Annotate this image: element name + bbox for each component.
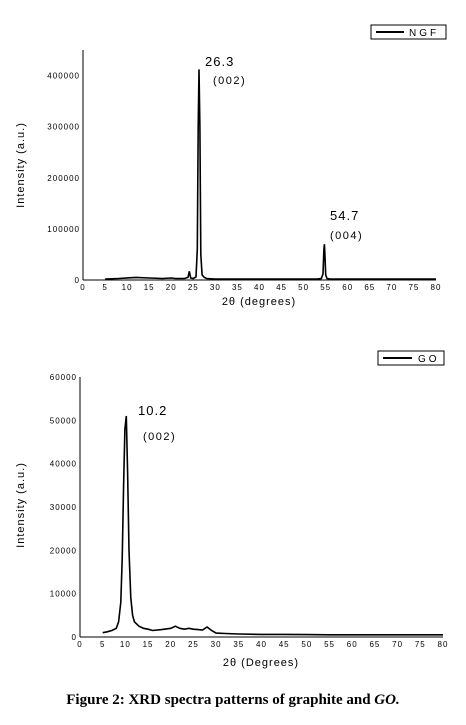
x-axis-label: 2θ (degrees) bbox=[222, 296, 296, 308]
y-tick-label: 100000 bbox=[47, 225, 80, 234]
x-tick-label: 70 bbox=[386, 283, 397, 292]
x-tick-label: 80 bbox=[431, 283, 442, 292]
legend: GO bbox=[377, 350, 445, 366]
x-tick-label: 35 bbox=[233, 640, 244, 649]
x-tick-label: 0 bbox=[80, 283, 85, 292]
caption-main: Figure 2: XRD spectra patterns of graphi… bbox=[66, 692, 375, 708]
y-tick-label: 200000 bbox=[47, 174, 80, 183]
x-axis-label: 2θ (Degrees) bbox=[223, 657, 299, 669]
x-tick-label: 30 bbox=[210, 283, 221, 292]
x-tick-label: 45 bbox=[279, 640, 290, 649]
y-tick-label: 0 bbox=[72, 633, 77, 642]
legend-label: GO bbox=[418, 354, 440, 365]
x-tick-label: 40 bbox=[254, 283, 265, 292]
go-series-line bbox=[102, 415, 443, 636]
y-axis-label: Intensity (a.u.) bbox=[15, 462, 27, 548]
y-tick-label: 400000 bbox=[47, 72, 80, 81]
x-tick-label: 60 bbox=[347, 640, 358, 649]
x-tick-label: 45 bbox=[276, 283, 287, 292]
peak-label-26-3: 26.3 bbox=[205, 54, 234, 69]
x-tick-label: 20 bbox=[166, 283, 177, 292]
x-tick-label: 5 bbox=[100, 640, 105, 649]
x-tick-label: 50 bbox=[298, 283, 309, 292]
x-tick-label: 20 bbox=[165, 640, 176, 649]
caption-italic: GO. bbox=[374, 692, 400, 708]
x-tick-label: 80 bbox=[438, 640, 449, 649]
y-tick-label: 10000 bbox=[50, 590, 77, 599]
x-tick-label: 15 bbox=[144, 283, 155, 292]
x-tick-label: 40 bbox=[256, 640, 267, 649]
ngf-series-line bbox=[105, 69, 436, 280]
x-tick-label: 25 bbox=[188, 640, 199, 649]
x-tick-label: 65 bbox=[364, 283, 375, 292]
x-tick-label: 70 bbox=[392, 640, 403, 649]
x-tick-label: 55 bbox=[324, 640, 335, 649]
x-tick-label: 25 bbox=[188, 283, 199, 292]
x-tick-label: 50 bbox=[301, 640, 312, 649]
peak-label-54-7: 54.7 bbox=[330, 208, 359, 223]
y-tick-label: 60000 bbox=[50, 373, 77, 382]
x-tick-label: 15 bbox=[143, 640, 154, 649]
ngf-chart: 0 100000 200000 300000 400000 0 5 10 15 20 25 30 35… bbox=[15, 24, 447, 308]
x-tick-label: 55 bbox=[320, 283, 331, 292]
y-tick-label: 30000 bbox=[50, 503, 77, 512]
peak-label-10-2: 10.2 bbox=[138, 403, 167, 418]
x-tick-label: 75 bbox=[408, 283, 419, 292]
y-tick-label: 40000 bbox=[50, 460, 77, 469]
legend-box bbox=[370, 24, 447, 40]
x-tick-label: 10 bbox=[120, 640, 131, 649]
x-tick-label: 65 bbox=[369, 640, 380, 649]
x-tick-labels: 0 5 10 15 20 25 30 35 40 45 50 55 60 65 70 75 80 bbox=[80, 283, 442, 292]
y-tick-labels: 0 100000 200000 300000 400000 bbox=[47, 72, 80, 285]
y-tick-labels: 0 10000 20000 30000 40000 50000 60000 bbox=[50, 373, 77, 642]
y-tick-label: 20000 bbox=[50, 546, 77, 555]
go-chart: 0 10000 20000 30000 40000 50000 60000 0 5 10 15 20… bbox=[15, 350, 449, 669]
x-tick-label: 60 bbox=[342, 283, 353, 292]
x-tick-labels: 0 5 10 15 20 25 30 35 40 45 50 55 60 65 70 75 80 bbox=[77, 640, 449, 649]
x-tick-label: 35 bbox=[232, 283, 243, 292]
x-tick-label: 0 bbox=[77, 640, 82, 649]
x-tick-label: 75 bbox=[415, 640, 426, 649]
peak-hkl-004: (004) bbox=[330, 230, 363, 242]
x-tick-label: 5 bbox=[102, 283, 107, 292]
y-tick-label: 0 bbox=[75, 276, 80, 285]
legend: NGF bbox=[370, 24, 447, 40]
y-tick-label: 300000 bbox=[47, 123, 80, 132]
y-tick-label: 50000 bbox=[50, 416, 77, 425]
figure-caption: Figure 2: XRD spectra patterns of graphi… bbox=[0, 692, 466, 709]
legend-label: NGF bbox=[409, 28, 439, 39]
x-tick-label: 30 bbox=[211, 640, 222, 649]
y-axis-label: Intensity (a.u.) bbox=[15, 122, 27, 208]
peak-hkl-002: (002) bbox=[213, 75, 246, 87]
x-tick-label: 10 bbox=[122, 283, 133, 292]
peak-hkl-002: (002) bbox=[143, 431, 176, 443]
